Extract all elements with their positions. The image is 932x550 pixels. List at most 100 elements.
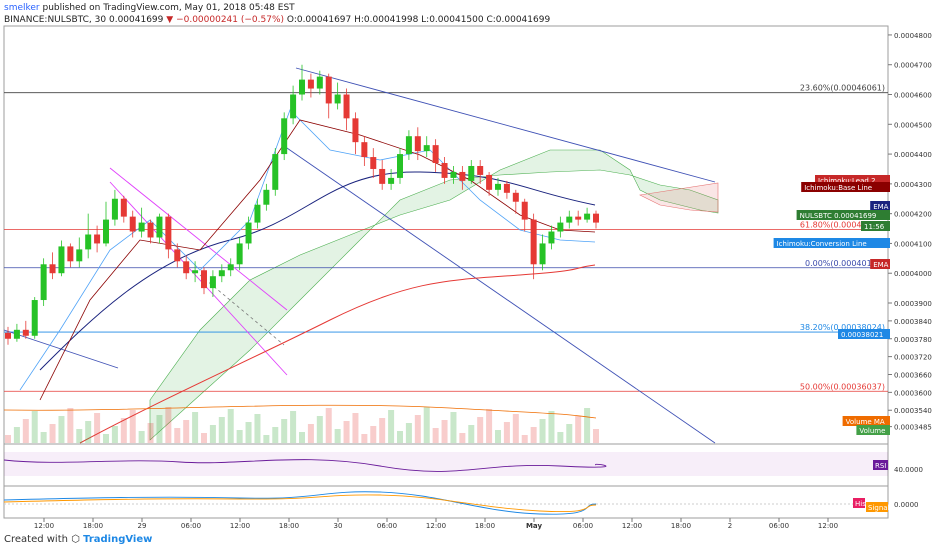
candle-body (566, 216, 573, 223)
down-arrow-icon: ▼ (166, 15, 174, 25)
volume-bar (539, 419, 546, 443)
time-tick-label: 2 (728, 522, 732, 530)
candle-body (316, 76, 323, 89)
volume-bar (530, 427, 537, 443)
tradingview-brand[interactable]: TradingView (83, 534, 153, 545)
candle-body (138, 222, 145, 232)
volume-bar (521, 435, 528, 443)
time-tick-label: 06:00 (769, 522, 789, 530)
price-marker-label: Ichimoku:Conversion Line (777, 240, 867, 248)
time-tick-label: 06:00 (573, 522, 593, 530)
volume-bar (281, 419, 288, 443)
volume-bar (147, 423, 154, 443)
candle-body (388, 177, 395, 184)
volume-bar (156, 415, 163, 443)
candle-body (548, 231, 555, 244)
price-marker-label: NULSBTC 0.00041699 (800, 212, 877, 220)
volume-bar (334, 429, 341, 443)
price-marker-tag (870, 201, 890, 211)
volume-bar (432, 428, 439, 443)
price-marker-label: EMA (873, 203, 888, 211)
price-marker-label: EMA (873, 261, 888, 269)
candle-body (245, 222, 252, 244)
candle-body (299, 79, 305, 95)
candle-body (361, 142, 368, 158)
volume-bar (129, 410, 136, 443)
candle-body (254, 204, 261, 223)
candle-body (334, 94, 341, 104)
last-price: 0.00041699 (108, 15, 164, 25)
candle-body (325, 76, 332, 104)
candle-body (129, 216, 136, 232)
price-marker-tag (838, 329, 890, 339)
candle-body (530, 219, 537, 265)
volume-bar (85, 421, 92, 443)
candle-body (58, 246, 65, 274)
volume-bar (31, 411, 38, 443)
rsi-line (3, 459, 607, 472)
candle-body (120, 198, 127, 217)
volume-bar (316, 416, 323, 443)
time-tick-label: 12:00 (230, 522, 250, 530)
volume-bar (227, 409, 234, 443)
volume-bar (290, 411, 297, 443)
candle-body (370, 157, 377, 169)
symbol-label: BINANCE:NULSBTC, 30 (4, 15, 107, 25)
volume-bar (58, 416, 65, 443)
time-tick-label: 18:00 (475, 522, 495, 530)
volume-bar (388, 410, 395, 443)
candle-body (503, 183, 510, 193)
volume-bar (307, 424, 314, 443)
volume-bar (245, 422, 252, 443)
volume-bar (192, 412, 199, 443)
ohlc-values: O:0.00041697 H:0.00041998 L:0.00041500 C… (286, 15, 551, 25)
time-tick-label: 12:00 (622, 522, 642, 530)
volume-bar (165, 407, 172, 443)
time-tick-label: 18:00 (671, 522, 691, 530)
created-with-label: Created with (4, 534, 68, 545)
time-tick-label: 12:00 (818, 522, 838, 530)
volume-bar (263, 435, 270, 443)
volume-bar (94, 413, 101, 443)
candle-body (147, 222, 154, 238)
candle-body (218, 270, 225, 277)
candle-body (67, 246, 74, 262)
candle-body (495, 183, 501, 190)
candle-body (201, 270, 207, 289)
candle-body (174, 249, 181, 262)
volume-bar (486, 409, 493, 443)
fib-level-label: 38.20%(0.00038024) (800, 323, 885, 332)
candle-body (156, 216, 163, 238)
trend-line-lower (283, 145, 716, 444)
fib-level-label: 0.00%(0.00040183) (805, 259, 885, 268)
author-link[interactable]: smelker (4, 3, 40, 13)
candle-body (459, 171, 466, 181)
volume-bar (397, 431, 403, 443)
time-tick-label: 29 (138, 522, 147, 530)
volume-bar (13, 427, 20, 443)
volume-bar (138, 431, 145, 443)
candle-body (31, 300, 38, 336)
price-marker-tag (861, 221, 890, 231)
candle-body (111, 198, 118, 220)
channel-line-upper (109, 167, 288, 311)
candle-body (290, 94, 297, 119)
volume-bar (120, 418, 127, 443)
time-tick-label: 30 (334, 522, 343, 530)
volume-bar (174, 428, 181, 443)
volume-bar (459, 433, 466, 443)
candle-body (512, 192, 519, 202)
volume-ma-line (3, 404, 597, 419)
fib-level-label: 23.60%(0.00046061) (800, 84, 885, 93)
candle-body (281, 118, 288, 155)
candle-body (49, 264, 56, 274)
candle-body (22, 329, 29, 336)
volume-bar (370, 426, 377, 443)
candle-body (584, 213, 591, 220)
